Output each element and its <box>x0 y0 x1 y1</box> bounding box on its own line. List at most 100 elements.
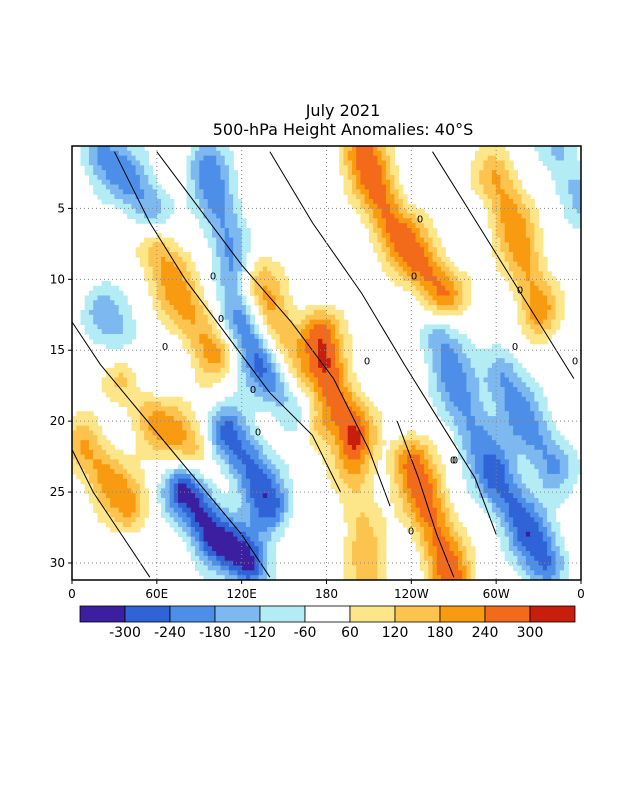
anomaly-cell <box>195 329 200 335</box>
anomaly-cell <box>407 218 412 224</box>
anomaly-cell <box>148 391 154 398</box>
anomaly-cell <box>165 281 171 287</box>
anomaly-cell <box>407 237 412 244</box>
anomaly-cell <box>368 473 374 480</box>
anomaly-cell <box>521 285 527 292</box>
anomaly-cell <box>343 406 349 412</box>
anomaly-cell <box>186 160 192 166</box>
anomaly-cell <box>415 444 421 451</box>
anomaly-cell <box>377 256 383 263</box>
anomaly-cell <box>517 444 523 451</box>
anomaly-cell <box>88 329 94 335</box>
anomaly-cell <box>334 449 340 456</box>
anomaly-cell <box>521 194 527 200</box>
anomaly-cell <box>101 478 107 485</box>
anomaly-cell <box>135 174 141 181</box>
anomaly-cell <box>288 420 294 427</box>
anomaly-cell <box>411 483 417 489</box>
anomaly-cell <box>199 348 205 354</box>
anomaly-cell <box>347 478 353 485</box>
anomaly-cell <box>220 199 226 205</box>
anomaly-cell <box>152 290 158 297</box>
anomaly-cell <box>521 469 527 475</box>
anomaly-cell <box>267 256 272 263</box>
anomaly-cell <box>500 416 506 422</box>
anomaly-cell <box>432 338 438 345</box>
anomaly-cell <box>271 309 277 316</box>
anomaly-cell <box>220 363 226 369</box>
anomaly-cell <box>182 261 188 268</box>
anomaly-cell <box>216 401 222 407</box>
anomaly-cell <box>330 454 336 461</box>
anomaly-cell <box>169 290 175 297</box>
anomaly-cell <box>407 261 412 268</box>
anomaly-cell <box>513 189 518 195</box>
anomaly-cell <box>343 165 349 171</box>
anomaly-cell <box>504 396 510 403</box>
anomaly-cell <box>538 146 544 152</box>
anomaly-cell <box>110 170 116 176</box>
anomaly-cell <box>432 324 438 330</box>
anomaly-cell <box>156 488 162 494</box>
anomaly-cell <box>207 382 213 388</box>
anomaly-cell <box>504 440 510 446</box>
anomaly-cell <box>309 377 315 383</box>
anomaly-cell <box>93 324 99 330</box>
anomaly-cell <box>373 232 378 239</box>
anomaly-cell <box>453 406 459 412</box>
anomaly-cell <box>318 305 323 311</box>
anomaly-cell <box>275 305 281 311</box>
anomaly-cell <box>195 358 200 364</box>
anomaly-cell <box>559 295 565 301</box>
anomaly-cell <box>182 449 188 456</box>
anomaly-cell <box>504 218 510 224</box>
anomaly-cell <box>250 358 255 364</box>
anomaly-cell <box>131 483 137 489</box>
anomaly-cell <box>262 444 268 451</box>
anomaly-cell <box>296 324 302 330</box>
anomaly-cell <box>131 425 137 432</box>
anomaly-cell <box>517 266 523 272</box>
anomaly-cell <box>356 179 362 186</box>
anomaly-cell <box>241 319 247 326</box>
anomaly-cell <box>93 295 99 301</box>
anomaly-cell <box>508 237 514 244</box>
anomaly-cell <box>394 459 400 465</box>
anomaly-cell <box>339 498 345 504</box>
anomaly-cell <box>381 199 387 205</box>
anomaly-cell <box>377 208 383 215</box>
anomaly-cell <box>474 420 480 427</box>
anomaly-cell <box>76 473 82 480</box>
anomaly-cell <box>424 256 429 263</box>
anomaly-cell <box>453 343 459 350</box>
anomaly-cell <box>148 440 154 446</box>
anomaly-cell <box>462 396 468 403</box>
anomaly-cell <box>347 473 353 480</box>
anomaly-cell <box>525 430 531 436</box>
anomaly-cell <box>517 218 523 224</box>
anomaly-cell <box>93 440 99 446</box>
anomaly-cell <box>487 223 493 229</box>
anomaly-cell <box>207 493 213 499</box>
anomaly-cell <box>161 300 166 306</box>
anomaly-cell <box>334 358 340 364</box>
anomaly-cell <box>148 276 154 282</box>
anomaly-cell <box>233 324 239 330</box>
anomaly-cell <box>343 420 349 427</box>
anomaly-cell <box>500 160 506 166</box>
anomaly-cell <box>322 334 328 340</box>
anomaly-cell <box>178 401 183 407</box>
anomaly-cell <box>385 247 391 253</box>
anomaly-cell <box>250 420 255 427</box>
anomaly-cell <box>110 502 116 509</box>
anomaly-cell <box>504 174 510 181</box>
anomaly-cell <box>496 420 502 427</box>
anomaly-cell <box>479 367 485 374</box>
anomaly-cell <box>496 256 502 263</box>
anomaly-cell <box>211 160 217 166</box>
anomaly-cell <box>178 290 183 297</box>
anomaly-cell <box>250 440 255 446</box>
anomaly-cell <box>390 449 395 456</box>
anomaly-cell <box>195 184 200 190</box>
anomaly-cell <box>449 382 455 388</box>
